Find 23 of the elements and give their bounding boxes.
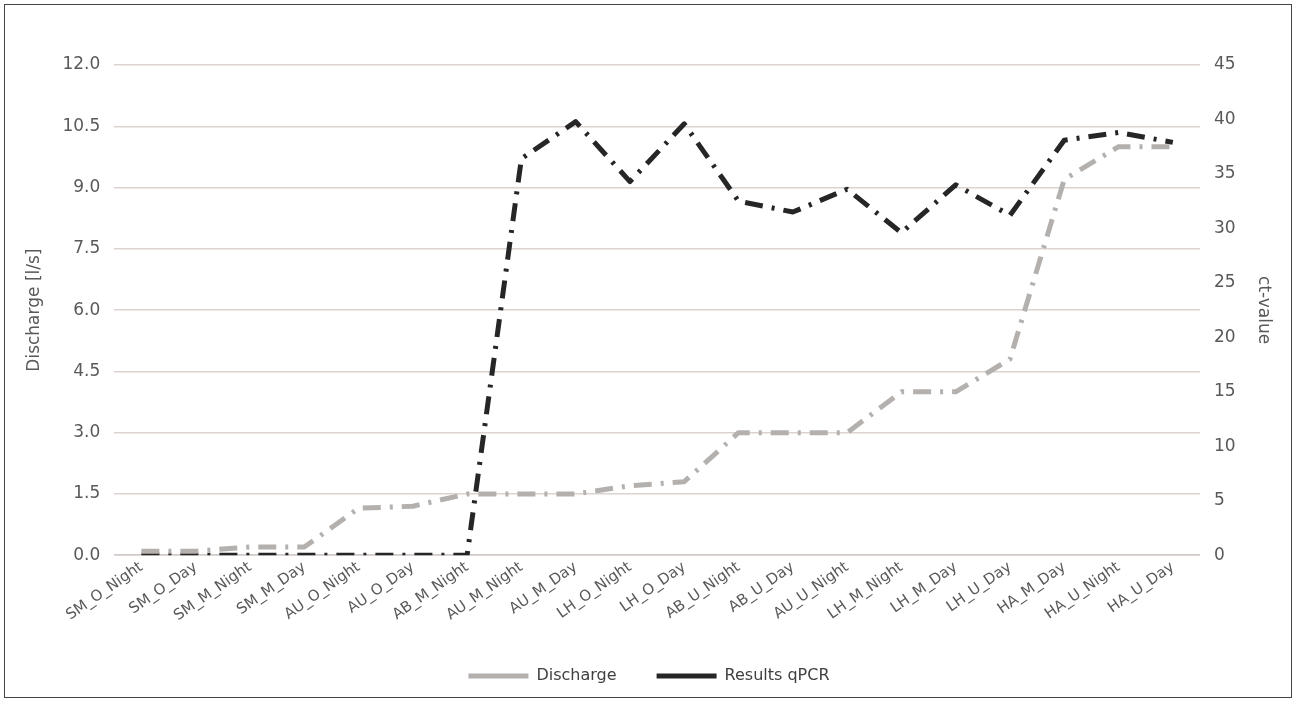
y-tick-label: 10.5	[62, 114, 101, 135]
y2-tick-label: 45	[1213, 53, 1236, 74]
y2-axis-title: ct-value	[1255, 276, 1276, 345]
legend-label: Results qPCR	[724, 665, 830, 685]
y2-tick-label: 5	[1213, 489, 1225, 510]
y-tick-label: 6.0	[73, 298, 101, 319]
legend-label: Discharge	[536, 665, 617, 685]
y2-tick-label: 40	[1213, 107, 1236, 128]
y-axis-title: Discharge [l/s]	[22, 248, 43, 372]
y-tick-label: 7.5	[73, 237, 101, 258]
y-tick-label: 9.0	[73, 175, 101, 196]
y2-tick-label: 35	[1213, 162, 1236, 183]
y2-tick-label: 25	[1213, 271, 1236, 292]
y-tick-label: 1.5	[73, 482, 101, 503]
y-tick-label: 0.0	[73, 543, 101, 564]
y2-tick-label: 0	[1213, 543, 1225, 564]
y-tick-label: 3.0	[73, 421, 101, 442]
y2-tick-label: 15	[1213, 380, 1236, 401]
y2-tick-label: 30	[1213, 216, 1236, 237]
y2-tick-label: 20	[1213, 325, 1236, 346]
y-tick-label: 12.0	[62, 53, 101, 74]
y-tick-label: 4.5	[73, 359, 101, 380]
y2-tick-label: 10	[1213, 434, 1236, 455]
